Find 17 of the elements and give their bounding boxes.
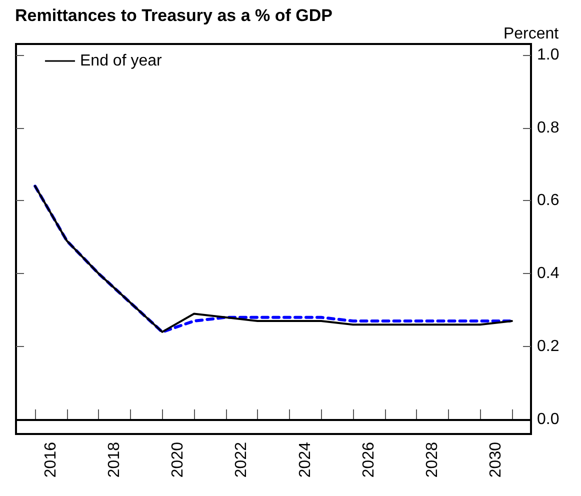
x-tick-label: 2022 [233,442,250,478]
x-tick-label: 2030 [488,442,505,478]
y-tick-label: 1.0 [537,46,560,64]
x-tick-label: 2020 [170,442,187,478]
y-tick-label: 0.2 [537,338,560,356]
x-tick-label: 2024 [296,442,314,478]
x-tick-label: 2018 [106,442,124,478]
x-tick-label: 2016 [42,442,60,478]
x-tick-label: 2026 [360,442,378,478]
y-tick-label: 0.8 [537,119,560,136]
y-tick-label: 0.6 [537,192,560,210]
y-tick-label: 0.0 [537,410,560,428]
legend-label: End of year [80,52,162,70]
x-tick-label: 2028 [424,442,441,478]
y-axis-title: Percent [503,26,560,42]
chart-title: Remittances to Treasury as a % of GDP [15,6,332,25]
y-tick-label: 0.4 [537,265,560,282]
